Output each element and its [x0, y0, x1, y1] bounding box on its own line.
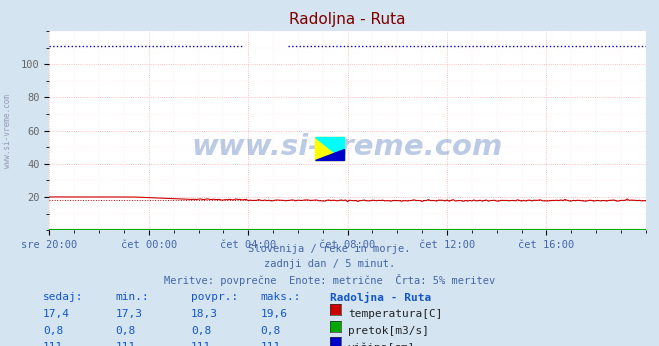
- Text: 0,8: 0,8: [43, 326, 63, 336]
- Polygon shape: [315, 149, 344, 161]
- Text: zadnji dan / 5 minut.: zadnji dan / 5 minut.: [264, 259, 395, 269]
- Text: 111: 111: [115, 342, 136, 346]
- Text: 19,6: 19,6: [260, 309, 287, 319]
- Text: www.si-vreme.com: www.si-vreme.com: [192, 133, 503, 161]
- Bar: [315, 137, 344, 161]
- Text: 17,3: 17,3: [115, 309, 142, 319]
- Text: 18,3: 18,3: [191, 309, 218, 319]
- Text: Meritve: povprečne  Enote: metrične  Črta: 5% meritev: Meritve: povprečne Enote: metrične Črta:…: [164, 274, 495, 286]
- Text: 0,8: 0,8: [260, 326, 281, 336]
- Text: sedaj:: sedaj:: [43, 292, 83, 302]
- Text: povpr.:: povpr.:: [191, 292, 239, 302]
- Text: 111: 111: [191, 342, 212, 346]
- Text: 0,8: 0,8: [191, 326, 212, 336]
- Text: pretok[m3/s]: pretok[m3/s]: [348, 326, 429, 336]
- Text: 111: 111: [260, 342, 281, 346]
- Title: Radoljna - Ruta: Radoljna - Ruta: [289, 12, 406, 27]
- Text: Slovenija / reke in morje.: Slovenija / reke in morje.: [248, 244, 411, 254]
- Text: maks.:: maks.:: [260, 292, 301, 302]
- Text: www.si-vreme.com: www.si-vreme.com: [3, 94, 13, 169]
- Text: 111: 111: [43, 342, 63, 346]
- Text: višina[cm]: višina[cm]: [348, 342, 415, 346]
- Text: 17,4: 17,4: [43, 309, 70, 319]
- Text: min.:: min.:: [115, 292, 149, 302]
- Text: 0,8: 0,8: [115, 326, 136, 336]
- Text: temperatura[C]: temperatura[C]: [348, 309, 442, 319]
- Polygon shape: [315, 137, 344, 161]
- Text: Radoljna - Ruta: Radoljna - Ruta: [330, 292, 431, 303]
